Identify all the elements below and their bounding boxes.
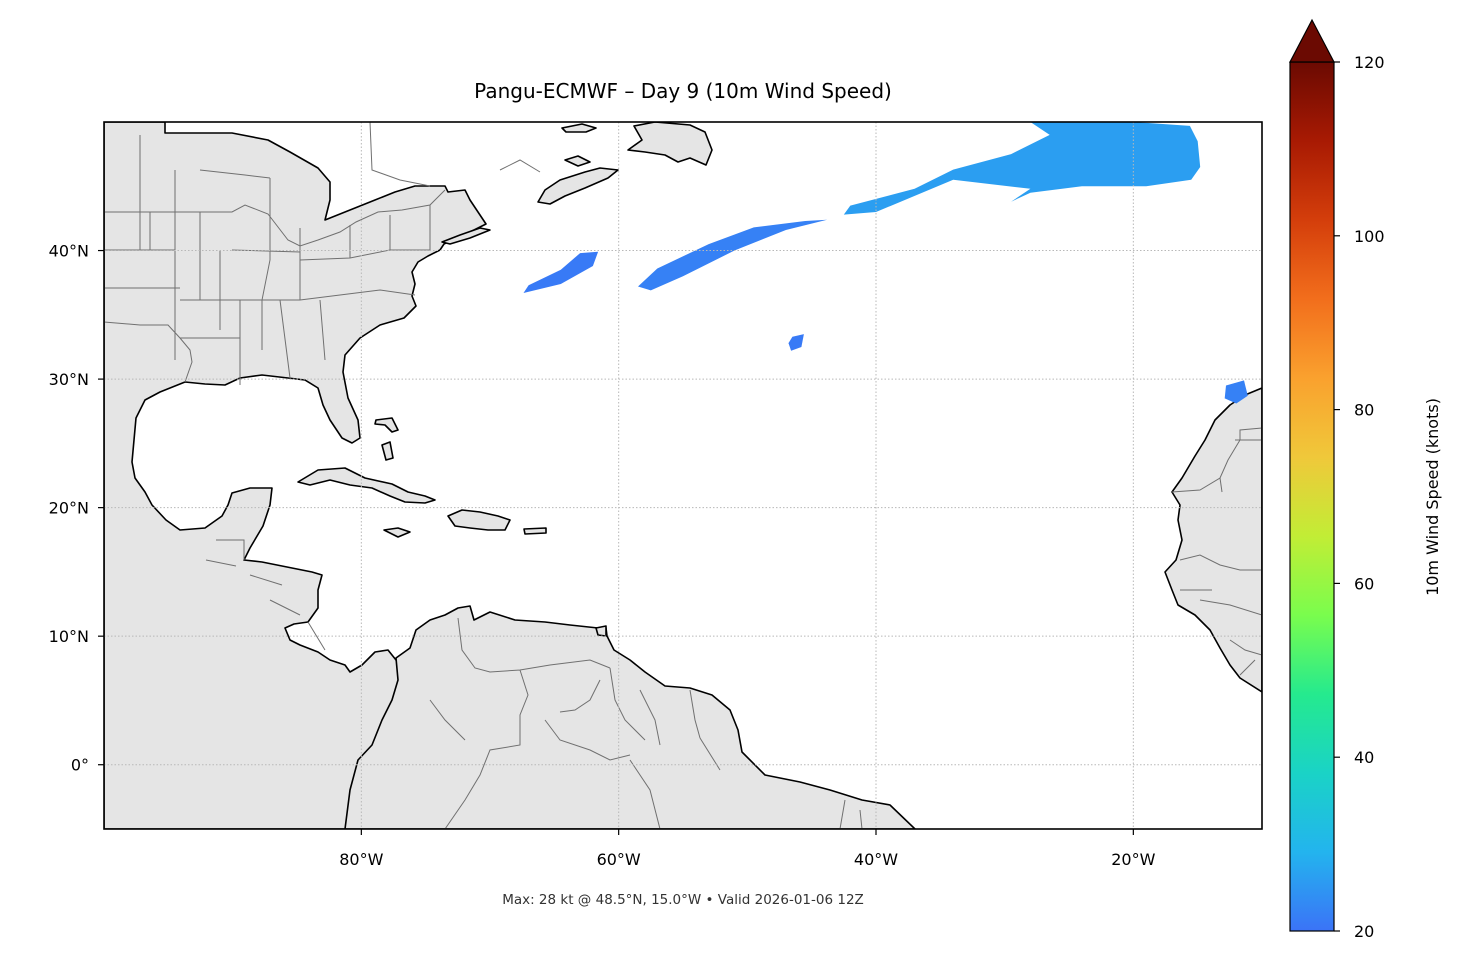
africa-landmass bbox=[1164, 387, 1262, 693]
jamaica bbox=[383, 527, 411, 538]
colorbar-extend-arrow bbox=[1289, 18, 1335, 63]
wind-region bbox=[788, 334, 804, 351]
us-state-lines bbox=[104, 135, 431, 385]
wind-region bbox=[638, 219, 828, 291]
africa-borders bbox=[1171, 427, 1262, 676]
colorbar-tick-label: 40 bbox=[1354, 748, 1374, 767]
colorbar-gradient bbox=[1289, 61, 1335, 932]
max-wind-caption: Max: 28 kt @ 48.5°N, 15.0°W • Valid 2026… bbox=[502, 892, 864, 908]
us-canada-border bbox=[104, 189, 446, 247]
cuba bbox=[297, 467, 436, 504]
colorbar-tick-label: 100 bbox=[1354, 227, 1385, 246]
map-frame bbox=[103, 121, 1263, 830]
nova-scotia bbox=[537, 167, 619, 205]
lat-tick-label: 30°N bbox=[49, 370, 89, 389]
trinidad bbox=[595, 625, 607, 637]
lat-tick-label: 20°N bbox=[49, 499, 89, 518]
puerto-rico bbox=[523, 527, 547, 535]
lat-tick-label: 10°N bbox=[49, 627, 89, 646]
south-america-borders bbox=[429, 617, 863, 829]
lat-tick-label: 0° bbox=[71, 756, 89, 775]
colorbar-tick-label: 60 bbox=[1354, 574, 1374, 593]
wind-speed-layer bbox=[523, 122, 1248, 404]
bahamas bbox=[374, 417, 399, 433]
canada-province-lines bbox=[369, 122, 541, 187]
colorbar-label: 10m Wind Speed (knots) bbox=[1423, 398, 1442, 596]
colorbar-tick-label: 80 bbox=[1354, 401, 1374, 420]
south-america-landmass bbox=[344, 605, 916, 829]
lon-tick-label: 60°W bbox=[597, 850, 641, 869]
central-america-borders bbox=[205, 539, 326, 651]
colorbar-tick-label: 120 bbox=[1354, 53, 1385, 72]
colorbar-ticks: 20 40 60 80 100 120 bbox=[1334, 53, 1385, 941]
lon-tick-label: 80°W bbox=[339, 850, 383, 869]
colorbar-tick-label: 20 bbox=[1354, 922, 1374, 941]
map-title: Pangu-ECMWF – Day 9 (10m Wind Speed) bbox=[474, 79, 892, 103]
wind-region bbox=[843, 122, 1201, 215]
pei-island bbox=[564, 155, 591, 167]
border-layer bbox=[104, 122, 1262, 829]
hispaniola bbox=[447, 509, 511, 531]
wind-region bbox=[1224, 380, 1248, 404]
long-island bbox=[441, 227, 491, 245]
latitude-ticks: 40°N 30°N 20°N 10°N 0° bbox=[49, 242, 104, 775]
newfoundland bbox=[627, 122, 713, 166]
longitude-ticks: 80°W 60°W 40°W 20°W bbox=[339, 829, 1156, 869]
lat-tick-label: 40°N bbox=[49, 242, 89, 261]
lon-tick-label: 40°W bbox=[854, 850, 898, 869]
colorbar: 20 40 60 80 100 120 10m Wind Speed (knots) bbox=[1289, 18, 1442, 941]
bahamas-south bbox=[381, 441, 394, 461]
gridlines bbox=[104, 122, 1262, 829]
wind-region bbox=[523, 251, 599, 293]
anticosti-island bbox=[561, 123, 597, 133]
map-panel: 80°W 60°W 40°W 20°W 40°N 30°N 20°N 10°N 0° bbox=[49, 121, 1263, 869]
lon-tick-label: 20°W bbox=[1111, 850, 1155, 869]
